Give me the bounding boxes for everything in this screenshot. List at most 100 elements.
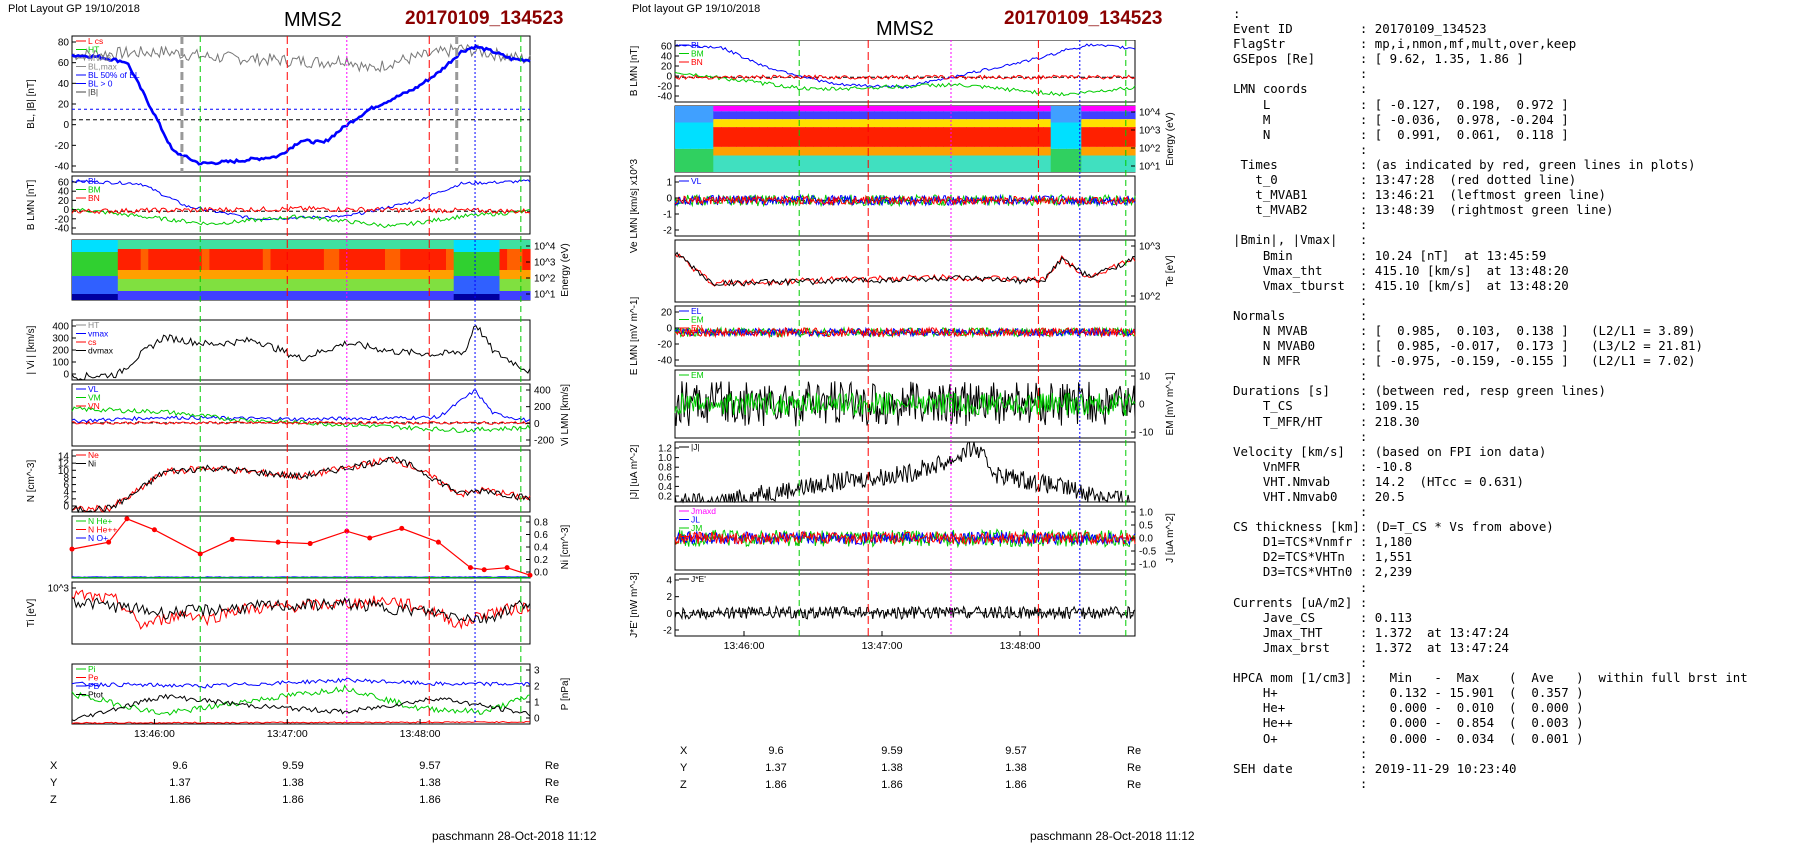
spectrogram-cell (943, 119, 952, 128)
vi-mag-legend-item: dvmax (88, 346, 114, 356)
spectrogram-cell (117, 240, 126, 249)
spectrogram-cell (981, 119, 990, 128)
spectrogram-cell (882, 119, 891, 128)
summary-line: Bmin : 10.24 [nT] at 13:45:59 (1233, 247, 1547, 263)
spectrogram-cell (339, 240, 348, 249)
spectrogram-cell (79, 294, 88, 300)
spectrogram-cell (1096, 155, 1105, 172)
position-v2-cell: 1.86 (881, 779, 903, 791)
spectrogram-cell (705, 122, 714, 149)
spectrogram-cell (415, 279, 424, 291)
spectrogram-cell (1112, 127, 1121, 147)
summary-line: : (1233, 217, 1368, 233)
summary-line: t_MVAB2 : 13:48:39 (rightmost green line… (1233, 202, 1614, 218)
summary-line: Event ID : 20170109_134523 (1233, 21, 1487, 37)
spectrogram-cell (522, 270, 531, 279)
ve-lmn-tick-label: -2 (663, 226, 672, 237)
bl-tick-label: 40 (58, 79, 70, 90)
position-v2-cell: 1.86 (282, 794, 304, 806)
spectrogram-cell (446, 291, 455, 300)
summary-line: H+ : 0.132 - 15.901 ( 0.357 ) (1233, 685, 1584, 701)
spectrogram-cell (958, 127, 967, 147)
spectrogram-cell (239, 279, 249, 291)
density-tick-label: 8 (63, 473, 69, 484)
spectrogram-cell (278, 279, 287, 291)
je-tick-label: -2 (663, 626, 672, 637)
spectrogram-cell (362, 240, 371, 249)
spectrogram-cell (790, 106, 799, 112)
spectrogram-cell (453, 240, 462, 252)
blmn-ylabel: B LMN [nT] (26, 180, 37, 231)
spectrogram-cell (774, 155, 783, 172)
spectrogram-cell (461, 252, 470, 276)
spectrogram-cell (285, 279, 294, 291)
spectrogram-cell (958, 106, 967, 112)
spectrogram-cell (438, 270, 447, 279)
pressure-tick-label: 0 (534, 714, 540, 725)
bl-trace (71, 43, 531, 166)
spectrogram-cell (1104, 127, 1113, 147)
spectrogram-cell (828, 155, 837, 172)
spectrogram-cell (928, 111, 937, 120)
spectrogram-cell (997, 106, 1006, 112)
position-v1-cell: 1.86 (765, 779, 787, 791)
right-position-table: X 9.6 9.59 9.57 Re Y 1.37 1.38 1.38 Re Z 1.86 1.86 1.… (630, 745, 1230, 805)
j-mag-tick-label: 0.8 (658, 463, 672, 474)
spectrogram-cell (239, 291, 249, 300)
spectrogram-cell (247, 249, 256, 270)
spectrogram-cell (897, 146, 906, 156)
bl-legend-item: BL > 0 (88, 79, 113, 89)
r-blmn-legend-item: BN (691, 57, 703, 67)
em-tick-label: 10 (1139, 372, 1151, 383)
j-mag-trace (674, 441, 1135, 504)
spectrogram-cell (1112, 155, 1121, 172)
spectrogram-cell (1043, 111, 1052, 120)
spectrogram-cell (897, 127, 906, 147)
spectrogram-cell (1043, 155, 1052, 172)
bl-tick-label: 60 (58, 58, 70, 69)
spectrogram-cell (171, 240, 180, 249)
spectrogram-cell (415, 270, 424, 279)
spectrogram-cell (423, 279, 432, 291)
je-tick-label: 2 (666, 592, 672, 603)
panel-j-mag: 1.21.00.80.60.40.2 |J| [uA m^-2] |J| (630, 441, 1136, 504)
spectrogram-cell (156, 240, 165, 249)
spectrogram-cell (110, 240, 119, 252)
spectrogram-cell (813, 111, 822, 120)
em-ylabel: EM [mV m^-1] (1165, 372, 1176, 435)
spectrogram-cell (438, 249, 447, 270)
spectrogram-cell (385, 279, 394, 291)
spectrogram-cell (1119, 146, 1128, 156)
spectrogram-cell (87, 294, 96, 300)
spectrogram-cell (224, 249, 233, 270)
spectrogram-cell (1104, 119, 1113, 128)
r-blmn-tick-label: 0 (666, 72, 672, 83)
spectrogram-cell (935, 155, 944, 172)
spectrogram-cell (767, 155, 776, 172)
spectrogram-cell (285, 240, 294, 249)
spectrogram-cell (194, 291, 203, 300)
spectrogram-cell (499, 240, 508, 249)
spectrogram-cell (148, 240, 157, 249)
spectrogram-cell (974, 155, 983, 172)
spectrogram-cell (430, 270, 439, 279)
summary-line: VHT.Nmvab0 : 20.5 (1233, 489, 1405, 504)
spectrogram-cell (1035, 127, 1044, 147)
spectrogram-cell (79, 240, 88, 252)
spectrogram-cell (438, 279, 447, 291)
spectrogram-cell (484, 240, 493, 252)
spectrogram-cell (866, 146, 875, 156)
vi-mag-legend-item: vmax (88, 329, 109, 339)
r-blmn-tick-label: 20 (661, 62, 673, 73)
spectrogram-cell (156, 270, 165, 279)
ti-trace (71, 596, 531, 625)
spectrogram-cell (446, 249, 455, 270)
minor-ions-ylabel: Ni [cm^-3] (560, 524, 571, 569)
spectrogram-cell (522, 279, 531, 291)
spectrogram-cell (1119, 106, 1128, 112)
j-mag-tick-label: 0.6 (658, 472, 672, 483)
electron-energy-tick-label: 10^3 (1139, 126, 1161, 137)
spectrogram-cell (774, 111, 783, 120)
